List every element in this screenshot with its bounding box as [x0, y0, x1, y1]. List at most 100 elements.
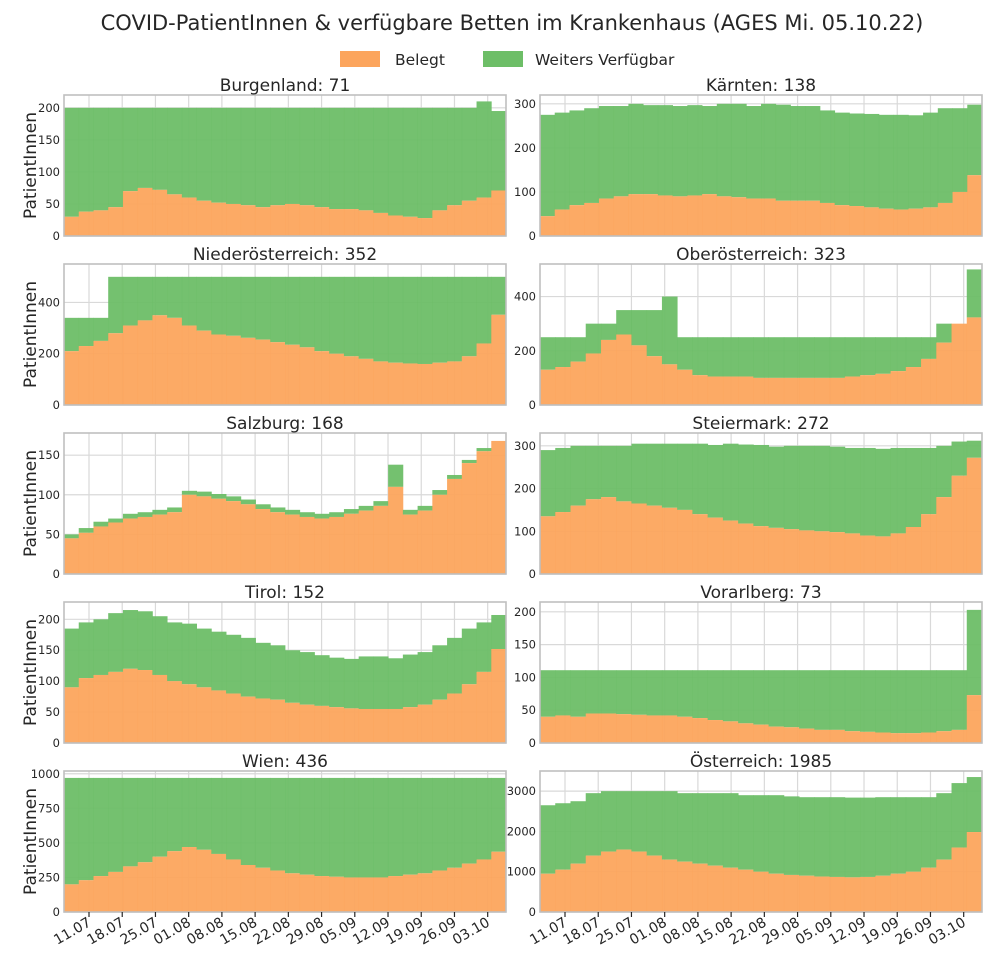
bar-belegt: [226, 693, 242, 743]
bar-verfuegbar: [240, 107, 256, 206]
bar-verfuegbar: [137, 512, 153, 517]
bar-belegt: [783, 529, 800, 574]
bar-verfuegbar: [657, 105, 673, 196]
bar-verfuegbar: [285, 276, 301, 345]
y-tick-label: 100: [514, 670, 536, 684]
bar-verfuegbar: [388, 777, 404, 877]
bar-verfuegbar: [432, 777, 448, 871]
bar-belegt: [890, 873, 907, 912]
bar-belegt: [388, 486, 404, 574]
bar-verfuegbar: [373, 501, 389, 506]
bar-verfuegbar: [432, 276, 448, 363]
bar-belegt: [388, 708, 404, 743]
bar-verfuegbar: [860, 797, 876, 877]
bar-belegt: [844, 533, 861, 574]
bar-verfuegbar: [570, 801, 587, 864]
bar-belegt: [343, 513, 360, 574]
bar-verfuegbar: [93, 521, 109, 527]
bar-belegt: [78, 678, 94, 743]
bar-verfuegbar: [844, 337, 861, 377]
bar-belegt: [905, 367, 922, 405]
bar-belegt: [966, 317, 983, 405]
bar-verfuegbar: [661, 443, 678, 508]
bar-verfuegbar: [677, 793, 693, 862]
bar-belegt: [270, 512, 286, 574]
y-tick-label: 200: [514, 482, 536, 496]
bar-verfuegbar: [388, 658, 404, 709]
bar-verfuegbar: [329, 777, 345, 877]
bar-belegt: [226, 501, 242, 574]
bar-verfuegbar: [702, 106, 718, 195]
bar-belegt: [829, 729, 846, 743]
bar-belegt: [285, 344, 301, 405]
y-tick-label: 0: [53, 229, 60, 243]
bar-belegt: [646, 356, 663, 405]
bar-belegt: [270, 699, 286, 743]
bar-verfuegbar: [167, 107, 183, 195]
bar-belegt: [122, 518, 139, 574]
y-tick-label: 2000: [507, 824, 536, 838]
bar-verfuegbar: [226, 777, 242, 860]
y-tick-label: 300: [514, 439, 536, 453]
panel-4: 0 50 100 150 Salzburg: 168 PatientInnen: [21, 414, 507, 581]
bar-verfuegbar: [211, 107, 227, 203]
panel-title: Vorarlberg: 73: [700, 583, 821, 603]
bar-verfuegbar: [78, 777, 94, 881]
bar-verfuegbar: [631, 443, 648, 504]
bar-belegt: [329, 353, 345, 405]
bar-verfuegbar: [829, 797, 846, 877]
bar-belegt: [585, 855, 602, 912]
bar-verfuegbar: [358, 505, 374, 511]
x-tick-label: 08.08: [184, 915, 227, 949]
bar-belegt: [753, 526, 770, 574]
bar-belegt: [722, 867, 739, 912]
y-tick-label: 0: [529, 736, 536, 750]
bar-verfuegbar: [270, 276, 286, 343]
bar-verfuegbar: [240, 777, 256, 865]
bar-belegt: [768, 726, 785, 743]
bar-belegt: [461, 200, 477, 236]
bar-verfuegbar: [631, 670, 648, 715]
bar-verfuegbar: [373, 777, 389, 878]
bar-belegt: [805, 200, 821, 236]
bar-belegt: [93, 674, 109, 743]
bar-verfuegbar: [93, 777, 109, 877]
bar-verfuegbar: [299, 276, 315, 348]
bar-verfuegbar: [491, 614, 507, 649]
bar-verfuegbar: [753, 337, 770, 378]
bar-verfuegbar: [672, 106, 688, 197]
bar-belegt: [255, 207, 271, 236]
bar-belegt: [240, 337, 256, 405]
bar-verfuegbar: [746, 106, 762, 199]
y-axis-label: PatientInnen: [21, 112, 41, 219]
bar-belegt: [814, 531, 830, 574]
bar-verfuegbar: [631, 310, 648, 346]
bar-verfuegbar: [585, 445, 602, 500]
bar-belegt: [936, 497, 952, 574]
bar-belegt: [491, 649, 507, 743]
bar-verfuegbar: [966, 440, 983, 458]
bar-belegt: [864, 207, 880, 236]
bar-belegt: [255, 698, 271, 743]
bar-belegt: [600, 851, 617, 912]
bar-belegt: [373, 361, 389, 405]
bar-verfuegbar: [93, 317, 109, 341]
bar-verfuegbar: [402, 654, 418, 708]
bar-belegt: [707, 720, 724, 743]
bar-belegt: [226, 203, 242, 236]
bar-verfuegbar: [814, 337, 830, 378]
bar-verfuegbar: [226, 107, 242, 204]
bar-belegt: [540, 873, 556, 912]
bar-verfuegbar: [936, 793, 952, 860]
x-tick-label: 26.09: [893, 915, 936, 949]
panel-5: 0 100 200 300 Steiermark: 272: [514, 414, 983, 581]
bar-verfuegbar: [616, 670, 632, 715]
y-tick-label: 0: [53, 398, 60, 412]
bar-verfuegbar: [122, 276, 139, 326]
bar-verfuegbar: [864, 113, 880, 208]
bar-belegt: [661, 507, 678, 574]
bar-verfuegbar: [761, 103, 777, 199]
y-tick-label: 0: [53, 905, 60, 919]
bar-verfuegbar: [799, 337, 815, 378]
bar-belegt: [631, 851, 648, 912]
